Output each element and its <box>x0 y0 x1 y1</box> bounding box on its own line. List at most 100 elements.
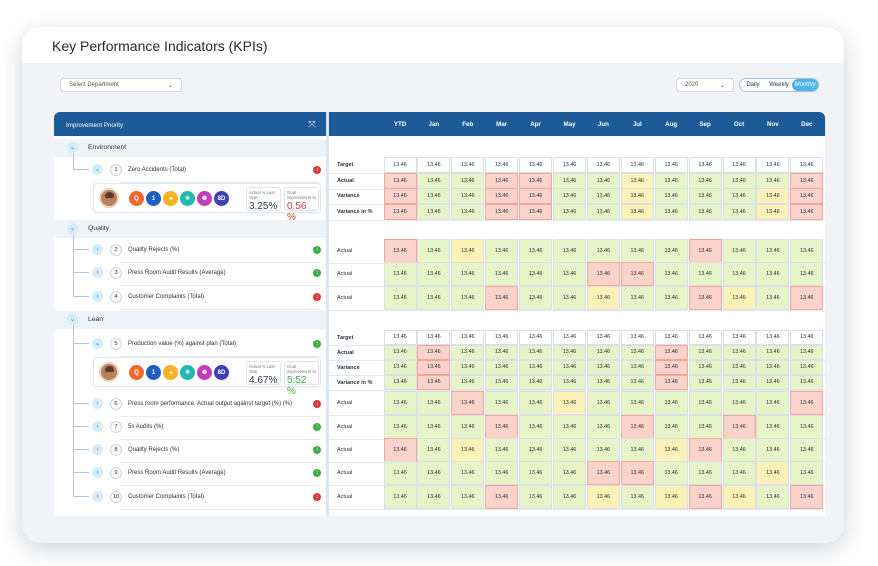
kpi-cell[interactable]: 13.46 <box>654 173 688 189</box>
kpi-cell[interactable]: 13.46 <box>620 345 654 360</box>
kpi-cell[interactable]: 13.46 <box>586 173 620 189</box>
kpi-cell[interactable]: 13.46 <box>756 262 790 286</box>
kpi-cell[interactable]: 13.46 <box>722 262 756 286</box>
kpi-cell[interactable]: 13.46 <box>417 262 451 286</box>
kpi-cell[interactable]: 13.46 <box>383 415 417 439</box>
kpi-cell[interactable]: 13.46 <box>688 360 722 375</box>
kpi-label[interactable]: Press Room Audit Results (Average) <box>128 470 226 476</box>
kpi-cell[interactable]: 13.46 <box>756 375 790 390</box>
kpi-cell[interactable]: 13.46 <box>451 330 485 345</box>
kpi-cell[interactable]: 13.46 <box>586 415 620 439</box>
kpi-cell[interactable]: 13.46 <box>383 173 417 189</box>
kpi-cell[interactable]: 13.46 <box>790 360 824 375</box>
kpi-cell[interactable]: 13.46 <box>722 204 756 220</box>
kpi-cell[interactable]: 13.46 <box>451 345 485 360</box>
kpi-cell[interactable]: 13.46 <box>553 330 586 345</box>
chevron-down-icon[interactable]: ⌄ <box>67 314 78 325</box>
kpi-cell[interactable]: 13.46 <box>586 157 620 173</box>
kpi-cell[interactable]: 13.46 <box>620 360 654 375</box>
kpi-cell[interactable]: 13.46 <box>620 438 654 462</box>
chevron-icon[interactable]: › <box>92 244 103 255</box>
kpi-cell[interactable]: 13.46 <box>790 157 824 173</box>
kpi-cell[interactable]: 13.46 <box>586 286 620 310</box>
kpi-cell[interactable]: 13.46 <box>383 345 417 360</box>
kpi-cell[interactable]: 13.46 <box>756 330 790 345</box>
kpi-cell[interactable]: 13.46 <box>790 438 824 462</box>
chevron-down-icon[interactable]: ⌄ <box>67 223 78 234</box>
kpi-cell[interactable]: 13.46 <box>553 415 586 439</box>
kpi-label[interactable]: Press room performance. Actual output ag… <box>128 401 293 407</box>
kpi-cell[interactable]: 13.46 <box>485 173 519 189</box>
kpi-cell[interactable]: 13.46 <box>451 485 485 509</box>
kpi-cell[interactable]: 13.46 <box>383 286 417 310</box>
kpi-cell[interactable]: 13.46 <box>417 204 451 220</box>
kpi-cell[interactable]: 13.46 <box>417 157 451 173</box>
kpi-cell[interactable]: 13.46 <box>451 262 485 286</box>
kpi-cell[interactable]: 13.46 <box>722 485 756 509</box>
kpi-label[interactable]: Quality Rejects (%) <box>128 247 180 253</box>
kpi-cell[interactable]: 13.46 <box>790 262 824 286</box>
kpi-cell[interactable]: 13.46 <box>485 204 519 220</box>
kpi-label[interactable]: 5s Audits (%) <box>128 424 164 430</box>
snowflake-icon[interactable]: ✳ <box>180 365 195 380</box>
kpi-cell[interactable]: 13.46 <box>722 157 756 173</box>
kpi-cell[interactable]: 13.46 <box>790 461 824 485</box>
kpi-cell[interactable]: 13.46 <box>519 415 553 439</box>
kpi-cell[interactable]: 13.46 <box>586 485 620 509</box>
burst-icon[interactable]: ✺ <box>197 191 212 206</box>
kpi-cell[interactable]: 13.46 <box>485 157 519 173</box>
kpi-label[interactable]: Customer Complaints (Total) <box>128 494 205 500</box>
collapse-icon[interactable]: ⤧ <box>308 119 316 129</box>
kpi-cell[interactable]: 13.46 <box>383 485 417 509</box>
kpi-cell[interactable]: 13.46 <box>485 375 519 390</box>
kpi-label[interactable]: Press Room Audit Results (Average) <box>128 270 226 276</box>
kpi-cell[interactable]: 13.46 <box>654 286 688 310</box>
kpi-cell[interactable]: 13.46 <box>790 485 824 509</box>
kpi-cell[interactable]: 13.46 <box>722 345 756 360</box>
group-row-quality[interactable] <box>54 220 326 238</box>
kpi-cell[interactable]: 13.46 <box>519 461 553 485</box>
kpi-cell[interactable]: 13.46 <box>756 157 790 173</box>
kpi-cell[interactable]: 13.46 <box>654 157 688 173</box>
kpi-cell[interactable]: 13.46 <box>485 330 519 345</box>
kpi-cell[interactable]: 13.46 <box>790 391 824 415</box>
kpi-cell[interactable]: 13.46 <box>553 461 586 485</box>
view-toggle[interactable]: Daily Weekly Monthly <box>739 78 819 92</box>
kpi-cell[interactable]: 13.46 <box>688 262 722 286</box>
kpi-cell[interactable]: 13.46 <box>722 391 756 415</box>
kpi-cell[interactable]: 13.46 <box>688 188 722 204</box>
chevron-icon[interactable]: › <box>92 444 103 455</box>
kpi-cell[interactable]: 13.46 <box>519 204 553 220</box>
kpi-cell[interactable]: 13.46 <box>485 239 519 263</box>
kpi-cell[interactable]: 13.46 <box>688 330 722 345</box>
kpi-cell[interactable]: 13.46 <box>722 438 756 462</box>
quality-icon[interactable]: Q <box>129 365 144 380</box>
kpi-cell[interactable]: 13.46 <box>451 461 485 485</box>
kpi-cell[interactable]: 13.46 <box>485 438 519 462</box>
kpi-cell[interactable]: 13.46 <box>451 360 485 375</box>
kpi-cell[interactable]: 13.46 <box>383 239 417 263</box>
kpi-cell[interactable]: 13.46 <box>688 375 722 390</box>
kpi-cell[interactable]: 13.46 <box>756 415 790 439</box>
kpi-cell[interactable]: 13.46 <box>485 415 519 439</box>
kpi-cell[interactable]: 13.46 <box>688 173 722 189</box>
kpi-cell[interactable]: 13.46 <box>620 204 654 220</box>
kpi-cell[interactable]: 13.46 <box>756 173 790 189</box>
kpi-cell[interactable]: 13.46 <box>553 286 586 310</box>
kpi-cell[interactable]: 13.46 <box>519 360 553 375</box>
kpi-cell[interactable]: 13.46 <box>553 360 586 375</box>
kpi-cell[interactable]: 13.46 <box>620 286 654 310</box>
kpi-cell[interactable]: 13.46 <box>519 262 553 286</box>
kpi-cell[interactable]: 13.46 <box>790 345 824 360</box>
kpi-cell[interactable]: 13.46 <box>688 461 722 485</box>
kpi-cell[interactable]: 13.46 <box>620 391 654 415</box>
kpi-cell[interactable]: 13.46 <box>519 188 553 204</box>
kpi-cell[interactable]: 13.46 <box>756 345 790 360</box>
group-row-environment[interactable] <box>54 139 326 157</box>
kpi-cell[interactable]: 13.46 <box>586 345 620 360</box>
kpi-cell[interactable]: 13.46 <box>654 438 688 462</box>
kpi-cell[interactable]: 13.46 <box>586 375 620 390</box>
kpi-cell[interactable]: 13.46 <box>417 330 451 345</box>
kpi-cell[interactable]: 13.46 <box>722 375 756 390</box>
year-select[interactable]: 2020 ⌄ <box>676 78 734 92</box>
